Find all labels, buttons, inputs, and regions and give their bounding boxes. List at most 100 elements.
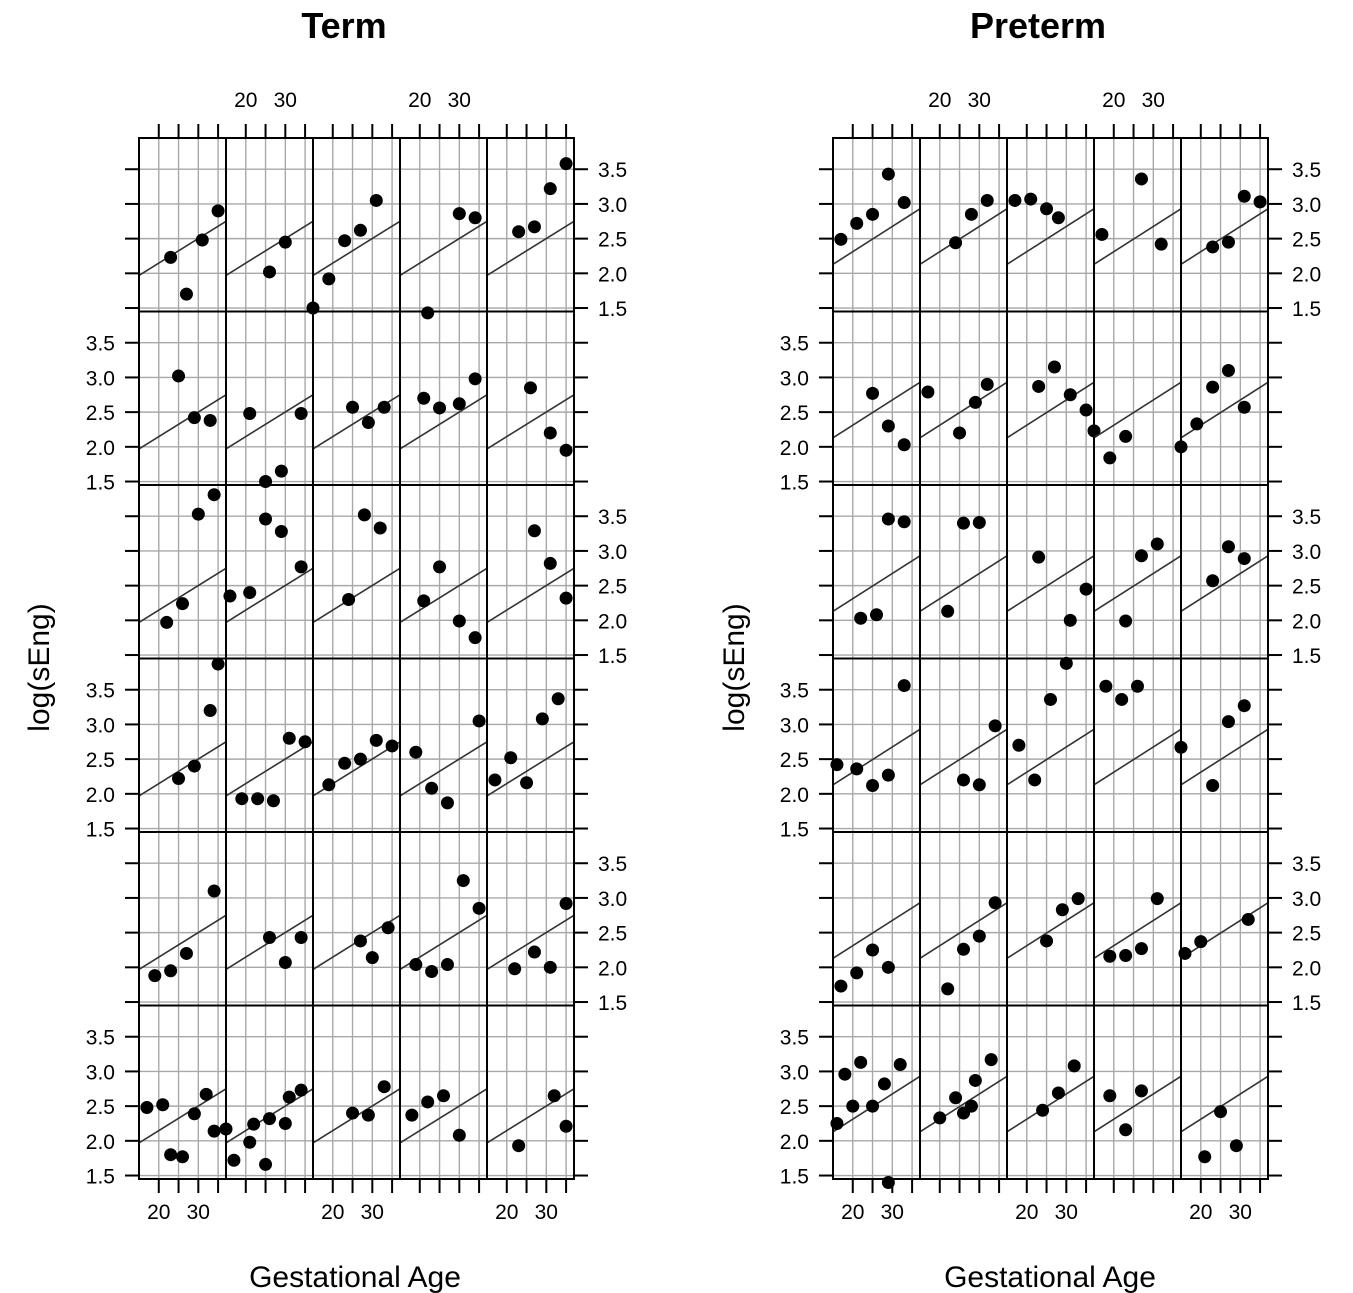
data-point: [259, 512, 273, 526]
data-point: [203, 704, 217, 718]
data-point: [1032, 379, 1046, 393]
data-point: [172, 772, 186, 786]
y-tick-label-right: 2.0: [598, 610, 627, 633]
data-point: [850, 216, 864, 230]
data-point: [164, 964, 178, 978]
panel: [138, 488, 227, 629]
data-point: [278, 235, 292, 249]
reference-line: [225, 394, 314, 450]
y-tick-label-left: 3.5: [86, 333, 115, 356]
data-point: [369, 193, 383, 207]
y-tick-label-right: 2.0: [598, 263, 627, 286]
data-point: [409, 958, 423, 972]
y-tick-label-left: 1.5: [780, 472, 809, 495]
panel: [1093, 679, 1182, 786]
reference-line: [486, 220, 575, 277]
data-point: [551, 692, 565, 706]
data-point: [1051, 211, 1065, 225]
data-point: [342, 593, 356, 607]
x-tick-label-bottom: 30: [1055, 1201, 1078, 1224]
data-point: [1206, 240, 1220, 254]
reference-line: [919, 208, 1008, 265]
data-point: [968, 1073, 982, 1087]
reference-line: [1093, 1075, 1182, 1133]
data-point: [160, 615, 174, 629]
data-point: [425, 781, 439, 795]
data-point: [897, 438, 911, 452]
data-point: [1221, 363, 1235, 377]
panel: [1006, 892, 1095, 959]
x-tick-label-bottom: 30: [187, 1201, 210, 1224]
data-point: [897, 196, 911, 210]
y-tick-label-right: 2.5: [598, 923, 627, 946]
y-tick-label-right: 3.5: [598, 159, 627, 182]
data-point: [377, 400, 391, 414]
data-point: [187, 759, 201, 773]
data-point: [243, 586, 257, 600]
data-point: [1040, 934, 1054, 948]
data-point: [357, 508, 371, 522]
data-point: [353, 934, 367, 948]
panel: [138, 1087, 233, 1164]
data-point: [361, 416, 375, 430]
data-point: [1119, 429, 1133, 443]
panel: [1093, 1075, 1182, 1137]
panel: [138, 657, 227, 797]
data-point: [346, 400, 360, 414]
data-point: [949, 236, 963, 250]
data-point: [452, 207, 466, 221]
panel: [399, 372, 488, 450]
data-point: [263, 1112, 276, 1126]
data-point: [1103, 1089, 1117, 1103]
reference-line: [486, 741, 575, 797]
panel: [486, 896, 575, 976]
data-point: [421, 306, 435, 320]
panel: [1180, 1075, 1269, 1164]
data-point: [535, 712, 549, 726]
x-tick-label-bottom: 20: [147, 1201, 170, 1224]
data-point: [1237, 699, 1251, 713]
y-tick-label-left: 2.5: [780, 1096, 809, 1119]
data-point: [191, 507, 205, 521]
data-point: [834, 979, 848, 993]
data-point: [1063, 388, 1077, 402]
reference-line: [1006, 1075, 1095, 1133]
data-point: [468, 631, 482, 645]
panel: [1006, 192, 1095, 265]
data-point: [247, 1117, 261, 1131]
data-point: [456, 874, 470, 888]
reference-line: [1180, 728, 1269, 786]
data-point: [433, 401, 447, 415]
data-point: [964, 1099, 978, 1113]
panel: [312, 733, 401, 797]
panel: [919, 1053, 1008, 1133]
data-point: [1028, 773, 1042, 787]
y-tick-label-left: 3.5: [780, 333, 809, 356]
x-axis-label: Gestational Age: [249, 1261, 461, 1293]
panel: [1006, 550, 1095, 627]
data-point: [176, 1150, 189, 1164]
data-point: [195, 233, 209, 247]
data-point: [263, 265, 276, 279]
data-point: [211, 657, 225, 671]
data-point: [369, 733, 383, 747]
reference-line: [1093, 208, 1182, 265]
data-point: [972, 778, 986, 792]
data-point: [866, 779, 880, 793]
y-tick-label-left: 3.5: [86, 1027, 115, 1050]
data-point: [893, 1057, 907, 1071]
data-point: [263, 930, 276, 944]
data-point: [278, 955, 292, 969]
data-point: [964, 207, 978, 221]
reference-line: [399, 394, 488, 450]
panel: [919, 193, 1008, 265]
data-point: [488, 773, 502, 787]
y-tick-label-right: 3.5: [1292, 506, 1321, 529]
data-point: [543, 960, 557, 974]
y-tick-label-right: 1.5: [1292, 645, 1321, 668]
data-point: [148, 969, 162, 983]
y-tick-label-right: 1.5: [598, 645, 627, 668]
data-point: [1134, 172, 1148, 186]
data-point: [179, 287, 193, 301]
data-point: [353, 752, 367, 766]
